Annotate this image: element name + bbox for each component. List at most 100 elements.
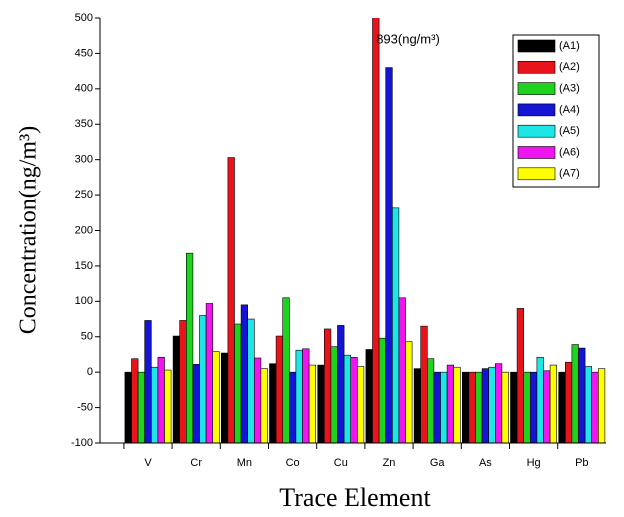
x-tick-label: Cu — [334, 457, 348, 469]
bar — [365, 349, 373, 443]
bar — [124, 371, 132, 443]
bar — [131, 358, 139, 443]
y-tick-label: 350 — [75, 118, 93, 130]
bar — [234, 323, 242, 443]
bar — [584, 366, 592, 443]
bar — [164, 369, 172, 443]
bar — [433, 371, 441, 443]
bar — [426, 358, 435, 443]
bar — [461, 371, 470, 443]
legend-swatch — [517, 82, 556, 95]
bar — [385, 67, 393, 443]
bar — [468, 371, 476, 443]
bar — [501, 371, 509, 443]
bar — [510, 371, 518, 443]
bar — [343, 354, 352, 443]
bar — [440, 371, 448, 443]
bar — [350, 356, 358, 443]
bar — [488, 366, 496, 443]
bar — [391, 207, 400, 443]
y-tick-label: 50 — [81, 331, 93, 343]
bar — [205, 303, 214, 443]
bar — [240, 304, 249, 443]
legend-label: (A7) — [559, 168, 580, 180]
bar — [420, 325, 428, 443]
y-tick-label: -50 — [77, 401, 93, 413]
bar — [282, 297, 290, 443]
x-tick-label: V — [144, 457, 152, 469]
legend-swatch — [517, 103, 556, 117]
bar — [302, 348, 310, 443]
bar — [260, 368, 268, 443]
bar — [144, 320, 152, 443]
bar — [481, 368, 490, 443]
x-axis-label: Trace Element — [279, 483, 431, 512]
x-tick-label: Hg — [527, 457, 541, 469]
legend-swatch — [517, 146, 556, 159]
y-tick-label: 200 — [75, 224, 93, 236]
legend-swatch — [517, 60, 556, 74]
bar — [529, 371, 538, 443]
bar — [516, 308, 524, 443]
y-tick-label: 500 — [75, 12, 93, 24]
bar — [549, 364, 557, 443]
bar — [172, 335, 181, 443]
legend-swatch — [517, 39, 556, 53]
bar — [372, 18, 380, 443]
y-tick-label: 300 — [75, 154, 93, 166]
bar — [378, 337, 387, 443]
y-tick-label: 400 — [75, 83, 93, 95]
legend-label: (A5) — [559, 125, 580, 137]
x-tick-label: Mn — [237, 457, 252, 469]
bar — [475, 371, 483, 443]
bar — [446, 364, 455, 443]
x-tick-label: As — [479, 457, 492, 469]
legend-swatch — [517, 124, 556, 138]
legend-label: (A6) — [559, 146, 580, 158]
legend-label: (A4) — [559, 104, 580, 116]
bar — [254, 357, 262, 443]
bar — [227, 157, 235, 443]
bar — [591, 371, 599, 443]
y-axis-label: Concentration(ng/m³) — [16, 126, 42, 334]
bar — [323, 328, 332, 443]
legend-label: (A2) — [559, 61, 580, 73]
legend-label: (A1) — [559, 40, 580, 52]
bar — [578, 347, 586, 443]
legend-label: (A3) — [559, 83, 580, 95]
bar — [494, 363, 503, 443]
bar — [137, 371, 146, 443]
bar — [295, 349, 303, 443]
bar — [157, 356, 165, 443]
bar — [405, 341, 413, 443]
bar — [543, 370, 551, 443]
legend-swatch — [517, 167, 556, 181]
bar — [413, 368, 422, 443]
y-tick-label: 0 — [87, 366, 93, 378]
bar — [337, 325, 345, 443]
annotation: 893(ng/m³) — [376, 31, 440, 46]
bar — [558, 371, 566, 443]
y-tick-label: 150 — [75, 260, 93, 272]
y-tick-label: 250 — [75, 189, 93, 201]
x-tick-label: Cr — [190, 457, 202, 469]
bar — [597, 368, 606, 443]
x-tick-label: Co — [286, 457, 300, 469]
bar — [330, 346, 338, 443]
bar — [221, 352, 229, 443]
bar — [288, 371, 297, 443]
y-tick-label: 100 — [75, 295, 93, 307]
x-tick-label: Ga — [430, 457, 446, 469]
bar — [212, 351, 220, 443]
bars — [124, 18, 606, 443]
bar — [269, 363, 277, 443]
bar — [398, 297, 406, 443]
bar — [571, 344, 579, 443]
bar — [247, 318, 255, 443]
bar — [199, 315, 207, 443]
bar — [523, 371, 531, 443]
bar — [564, 361, 573, 443]
bar — [275, 335, 284, 443]
x-tick-label: Zn — [383, 457, 396, 469]
bar — [151, 366, 159, 443]
